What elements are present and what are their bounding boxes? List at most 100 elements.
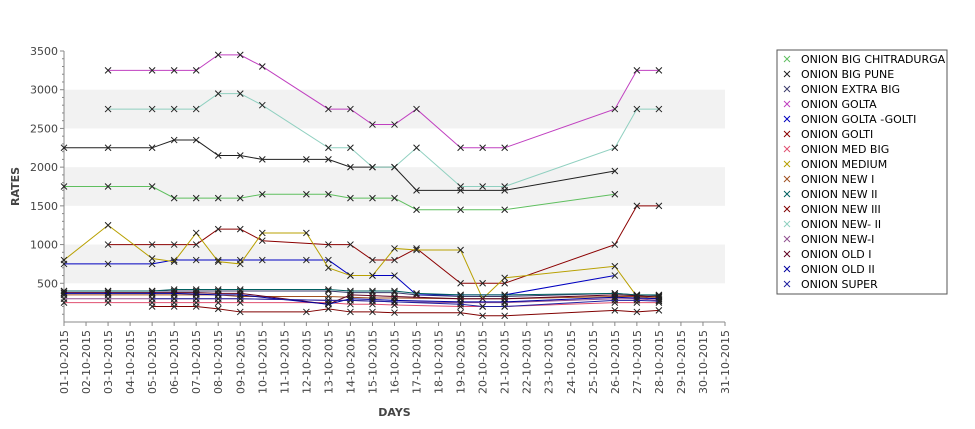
x-tick-label: 10-10-2015	[256, 330, 269, 394]
y-axis-title: RATES	[9, 167, 22, 206]
x-tick-label: 13-10-2015	[322, 330, 335, 394]
legend-label: ONION NEW- II	[801, 218, 881, 231]
data-point	[258, 101, 266, 109]
grid-bands	[64, 51, 725, 322]
y-tick-label: 3500	[30, 45, 58, 58]
data-point	[369, 297, 376, 305]
data-point	[633, 308, 641, 316]
legend-label: ONION NEW I	[801, 173, 874, 186]
x-tick-label: 01-10-2015	[58, 330, 71, 394]
data-point	[633, 202, 641, 210]
series	[148, 295, 663, 310]
data-point	[325, 144, 332, 152]
data-point	[413, 289, 420, 297]
legend-marker	[783, 130, 791, 138]
series-group	[60, 51, 663, 320]
data-point	[347, 105, 354, 113]
x-tick-label: 04-10-2015	[124, 330, 137, 394]
data-point	[303, 190, 310, 198]
x-tick-label: 14-10-2015	[344, 330, 357, 394]
data-point	[479, 279, 486, 287]
legend-item: ONION GOLTA	[783, 98, 877, 111]
x-tick-label: 23-10-2015	[543, 330, 556, 394]
data-point	[633, 67, 641, 74]
y-axis: 500 1000 1500 2000 2500 3000 3500	[30, 45, 65, 322]
data-point	[258, 237, 266, 245]
data-point	[633, 105, 641, 113]
grid-band	[64, 244, 725, 284]
data-point	[479, 303, 486, 310]
data-point	[391, 272, 398, 279]
legend-label: ONION MED BIG	[801, 143, 889, 156]
data-point	[325, 296, 332, 304]
legend-marker	[783, 100, 791, 108]
x-tick-label: 16-10-2015	[389, 330, 402, 394]
x-tick-label: 11-10-2015	[278, 330, 291, 394]
data-point	[148, 295, 156, 303]
data-point	[501, 144, 509, 152]
data-point	[148, 144, 156, 152]
data-point	[148, 260, 156, 268]
data-point	[369, 163, 376, 171]
data-point	[148, 183, 156, 190]
data-point	[170, 289, 178, 296]
data-point	[170, 295, 178, 303]
data-point	[236, 51, 244, 59]
data-point	[611, 167, 619, 175]
data-point	[104, 144, 112, 152]
data-point	[325, 156, 332, 163]
data-point	[413, 105, 420, 113]
data-point	[655, 297, 663, 305]
legend-label: ONION OLD I	[801, 248, 872, 261]
data-point	[391, 194, 398, 202]
data-point	[214, 90, 222, 97]
data-point	[391, 163, 398, 171]
series	[104, 90, 663, 190]
data-point	[413, 206, 420, 214]
x-tick-label: 03-10-2015	[102, 330, 115, 394]
x-tick-label: 27-10-2015	[631, 330, 644, 394]
data-point	[60, 183, 68, 190]
y-tick-label: 1500	[30, 200, 58, 213]
data-point	[104, 183, 112, 190]
data-point	[148, 289, 156, 296]
data-point	[457, 295, 464, 303]
data-point	[236, 295, 244, 303]
x-tick-label: 21-10-2015	[499, 330, 512, 394]
data-point	[501, 279, 509, 287]
data-point	[104, 241, 112, 248]
legend-marker	[783, 250, 791, 258]
data-point	[655, 307, 663, 314]
data-point	[303, 308, 310, 316]
data-point	[457, 300, 464, 308]
data-point	[258, 229, 266, 237]
x-tick-label: 09-10-2015	[234, 330, 247, 394]
x-tick-label: 25-10-2015	[587, 330, 600, 394]
legend-label: ONION BIG PUNE	[801, 68, 894, 81]
data-point	[347, 296, 354, 304]
data-point	[501, 206, 509, 214]
data-point	[501, 183, 509, 190]
legend-item: ONION BIG CHITRADURGA	[783, 53, 946, 66]
x-tick-label: 20-10-2015	[477, 330, 490, 394]
data-point	[391, 298, 398, 306]
legend: ONION BIG CHITRADURGA ONION BIG PUNE ONION…	[776, 49, 948, 295]
legend-box	[776, 49, 948, 295]
data-point	[192, 67, 200, 74]
data-point	[104, 289, 112, 297]
data-point	[611, 262, 619, 270]
data-point	[479, 183, 486, 190]
data-point	[457, 206, 464, 214]
data-point	[236, 194, 244, 202]
data-point	[325, 105, 332, 113]
x-axis-title: DAYS	[378, 406, 411, 419]
data-point	[214, 194, 222, 202]
data-point	[60, 144, 68, 152]
x-tick-label: 12-10-2015	[300, 330, 313, 394]
data-point	[148, 255, 156, 262]
data-point	[347, 272, 354, 279]
data-point	[391, 287, 398, 295]
y-tick-label: 2500	[30, 122, 58, 135]
series-line	[63, 224, 659, 300]
